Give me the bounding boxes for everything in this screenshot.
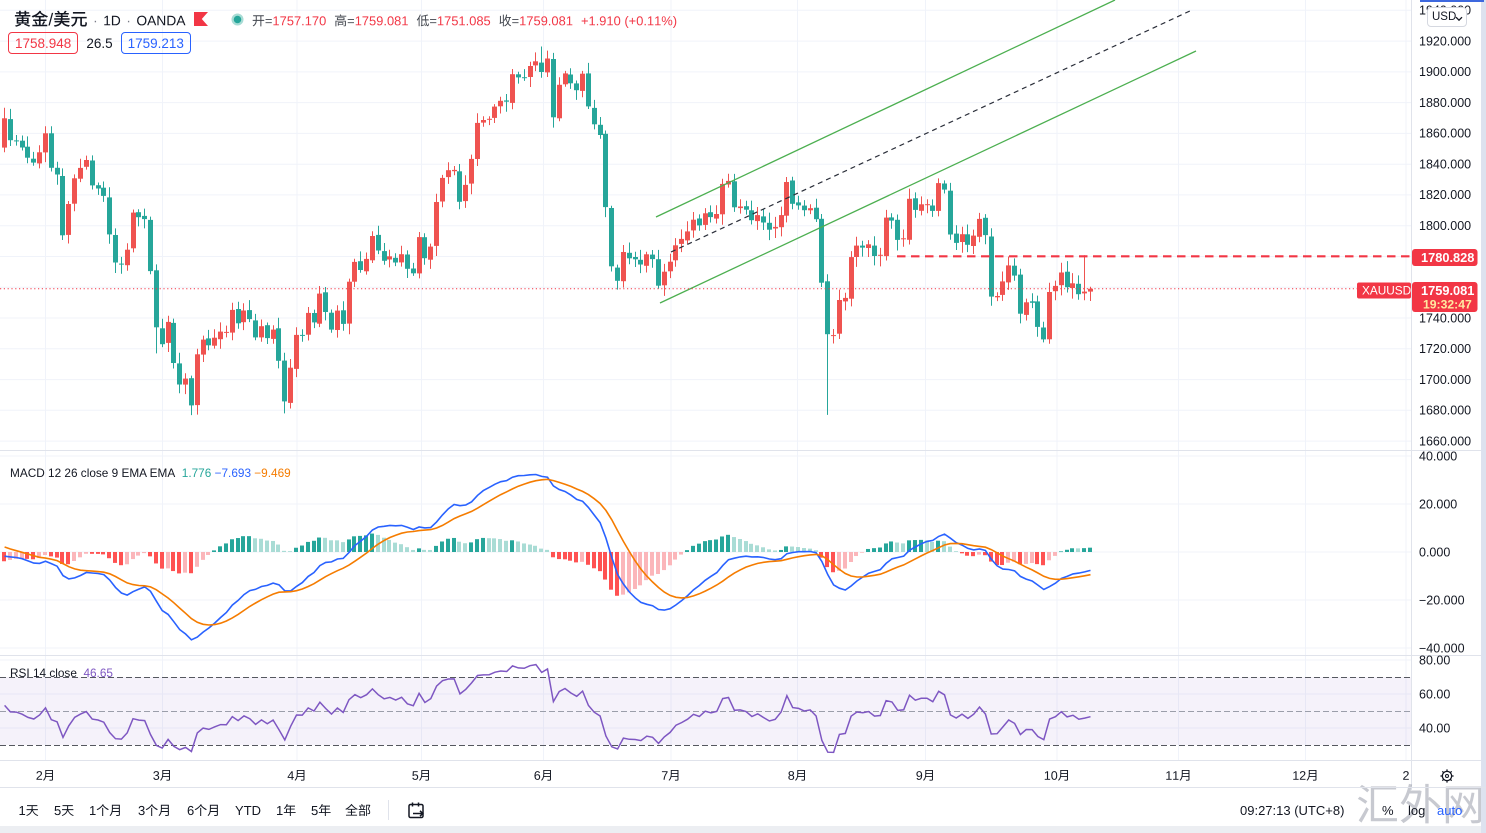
svg-text:20.000: 20.000 [1419, 497, 1457, 511]
svg-text:1740.000: 1740.000 [1419, 311, 1471, 325]
svg-text:1680.000: 1680.000 [1419, 404, 1471, 418]
svg-text:1720.000: 1720.000 [1419, 342, 1471, 356]
svg-text:1900.000: 1900.000 [1419, 65, 1471, 79]
svg-text:1700.000: 1700.000 [1419, 373, 1471, 387]
svg-text:1920.000: 1920.000 [1419, 34, 1471, 48]
svg-text:1800.000: 1800.000 [1419, 219, 1471, 233]
svg-text:40.00: 40.00 [1419, 721, 1450, 735]
svg-text:1780.828: 1780.828 [1421, 250, 1474, 265]
svg-text:0.000: 0.000 [1419, 545, 1450, 559]
svg-text:80.00: 80.00 [1419, 653, 1450, 667]
svg-text:1759.081: 1759.081 [1421, 283, 1474, 298]
svg-text:40.000: 40.000 [1419, 449, 1457, 463]
svg-text:1660.000: 1660.000 [1419, 434, 1471, 448]
svg-text:1860.000: 1860.000 [1419, 127, 1471, 141]
svg-text:XAUUSD: XAUUSD [1362, 284, 1411, 298]
svg-text:19:32:47: 19:32:47 [1423, 298, 1472, 312]
svg-text:1840.000: 1840.000 [1419, 158, 1471, 172]
svg-text:1880.000: 1880.000 [1419, 96, 1471, 110]
svg-text:1820.000: 1820.000 [1419, 188, 1471, 202]
svg-text:−40.000: −40.000 [1419, 641, 1465, 655]
svg-text:60.00: 60.00 [1419, 687, 1450, 701]
svg-text:−20.000: −20.000 [1419, 593, 1465, 607]
